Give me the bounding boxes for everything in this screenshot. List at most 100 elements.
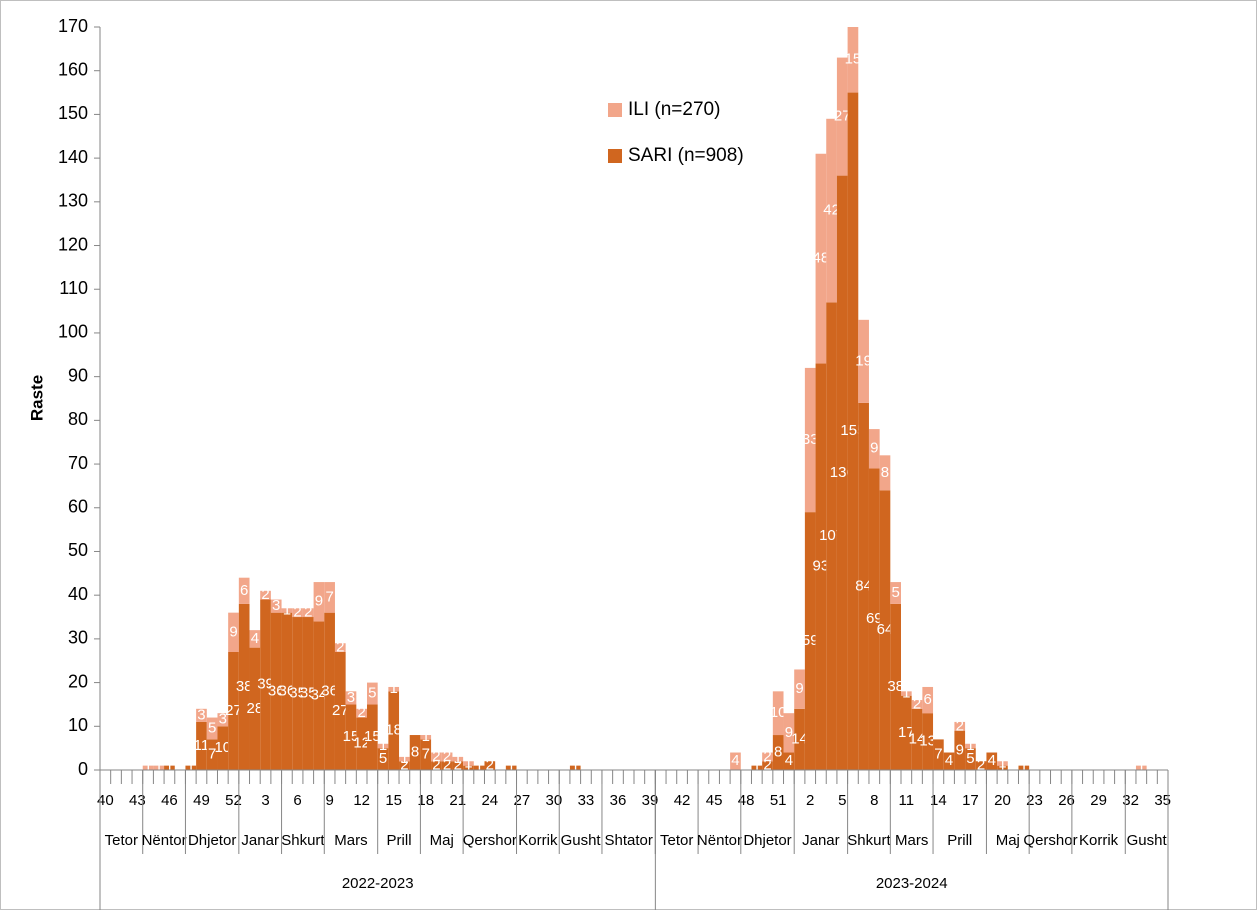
x-tick-label: 24 — [481, 792, 498, 809]
data-label: 1 — [998, 754, 1006, 771]
bar-segment — [826, 118, 837, 303]
month-label: Tetor — [105, 832, 138, 849]
data-label: 2 — [357, 704, 365, 721]
x-tick-label: 30 — [546, 792, 563, 809]
data-label: 2 — [454, 757, 462, 774]
y-tick-label: 120 — [58, 234, 88, 254]
y-tick-label: 0 — [78, 759, 88, 779]
month-label: Maj — [430, 832, 454, 849]
data-label: 1 — [165, 759, 173, 776]
bar-segment — [965, 743, 976, 749]
bar-segment — [302, 608, 314, 618]
data-label: 1 — [507, 759, 515, 776]
month-label: Nëntor — [697, 832, 742, 849]
data-label: 34 — [311, 687, 328, 704]
data-label: 18 — [385, 722, 402, 739]
x-tick-label: 6 — [293, 792, 301, 809]
bar-segment — [324, 612, 335, 770]
month-label: Janar — [802, 832, 840, 849]
bar-segment — [388, 686, 400, 692]
x-tick-label: 49 — [193, 792, 210, 809]
bar-segment — [836, 175, 848, 771]
x-tick-label: 33 — [578, 792, 595, 809]
data-label: 2 — [304, 604, 312, 621]
x-tick-label: 29 — [1090, 792, 1107, 809]
bar-segment — [431, 761, 442, 770]
y-tick-label: 30 — [68, 628, 88, 648]
data-label: 33 — [802, 431, 819, 448]
month-label: Shkurt — [847, 832, 891, 849]
legend-label: ILI (n=270) — [628, 99, 720, 120]
bar-segment — [826, 302, 837, 770]
data-label: 2 — [763, 757, 771, 774]
y-tick-label: 140 — [58, 147, 88, 167]
data-label: 7 — [208, 746, 216, 763]
bar-segment — [890, 603, 901, 770]
data-label: 4 — [988, 752, 996, 769]
bar-segment — [484, 761, 496, 770]
bar-segment — [377, 748, 389, 770]
month-label: Gusht — [1127, 832, 1168, 849]
bar-segment — [986, 752, 998, 770]
bar-segment — [206, 739, 218, 770]
x-tick-label: 21 — [449, 792, 466, 809]
y-tick-label: 20 — [68, 671, 88, 691]
data-label: 3 — [219, 711, 227, 728]
month-label: Qershor — [1023, 832, 1077, 849]
data-label: 2 — [977, 757, 985, 774]
bar-segment — [911, 708, 923, 770]
month-label: Shtator — [604, 832, 652, 849]
bar-segment — [463, 765, 474, 770]
data-label: 7 — [934, 746, 942, 763]
bar-segment — [452, 761, 464, 770]
data-label: 1 — [379, 737, 387, 754]
bar-segment — [399, 756, 410, 762]
data-label: 36 — [321, 682, 338, 699]
bar-segment — [762, 761, 773, 770]
data-label: 2 — [336, 639, 344, 656]
bar-segment — [836, 57, 848, 176]
bar-segment — [238, 577, 250, 604]
data-label: 5 — [891, 584, 899, 601]
data-label: 28 — [247, 700, 264, 717]
data-label: 2 — [432, 748, 440, 765]
x-tick-label: 40 — [97, 792, 114, 809]
data-label: 19 — [855, 352, 872, 369]
data-label: 1 — [464, 754, 472, 771]
bar-segment — [441, 761, 453, 770]
bar-segment — [901, 695, 912, 770]
data-label: 5 — [368, 684, 376, 701]
data-label: 4 — [785, 752, 793, 769]
bar-segment — [334, 651, 346, 770]
data-label: 5 — [379, 750, 387, 767]
month-label: Korrik — [518, 832, 558, 849]
bar-segment — [772, 735, 784, 770]
data-label: 2 — [763, 748, 771, 765]
data-label: 2 — [956, 717, 964, 734]
bar-segment — [334, 643, 346, 652]
data-label: 15 — [364, 728, 381, 745]
bar-segment — [452, 756, 464, 762]
bar-segment — [196, 721, 207, 770]
bar-segment — [847, 92, 859, 770]
y-tick-label: 90 — [68, 365, 88, 385]
data-label: 11 — [194, 737, 210, 754]
x-tick-label: 3 — [261, 792, 269, 809]
data-label: 7 — [325, 588, 333, 605]
month-label: Prill — [947, 832, 972, 849]
data-label: 3 — [347, 689, 355, 706]
legend-label: SARI (n=908) — [628, 145, 744, 166]
data-label: 1 — [753, 759, 761, 776]
data-label: 1 — [464, 759, 472, 776]
data-label: 9 — [956, 741, 964, 758]
data-label: 2 — [293, 604, 301, 621]
data-label: 48 — [813, 250, 830, 267]
y-tick-label: 80 — [68, 409, 88, 429]
data-label: 35 — [289, 684, 306, 701]
data-label: 1 — [454, 750, 462, 767]
data-label: 84 — [855, 577, 872, 594]
bar-segment — [292, 608, 303, 618]
group-label: 2023-2024 — [876, 875, 948, 892]
data-label: 8 — [774, 743, 782, 760]
month-label: Janar — [241, 832, 279, 849]
